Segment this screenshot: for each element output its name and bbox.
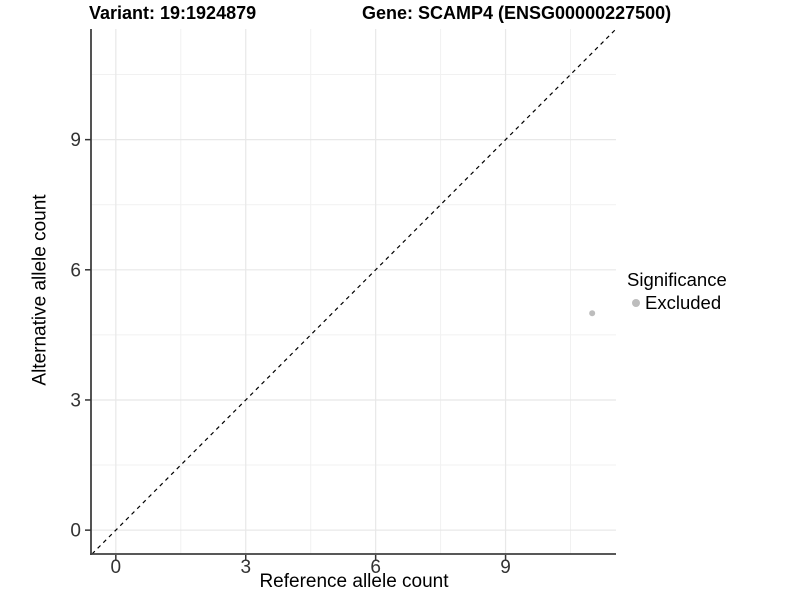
x-tick-label: 6 [370, 557, 381, 578]
legend: Significance Excluded [627, 269, 727, 313]
x-tick-label: 0 [111, 557, 122, 578]
plot-title-variant: Variant: 19:1924879 [89, 3, 257, 23]
identity-reference-line [91, 28, 617, 555]
data-point-excluded [589, 310, 596, 317]
y-axis-label: Alternative allele count [29, 194, 51, 386]
x-axis-label: Reference allele count [259, 571, 449, 592]
legend-title: Significance [627, 269, 727, 290]
legend-entry: Excluded [627, 292, 727, 313]
plot-title-gene: Gene: SCAMP4 (ENSG00000227500) [362, 3, 672, 23]
y-tick-label: 3 [70, 390, 81, 411]
x-tick-label: 9 [500, 557, 511, 578]
legend-point-icon [632, 298, 640, 307]
y-tick-label: 9 [70, 130, 81, 151]
legend-entry-label: Excluded [645, 292, 722, 313]
y-tick-label: 6 [70, 260, 81, 281]
y-tick-label: 0 [70, 521, 81, 542]
x-tick-label: 3 [240, 557, 251, 578]
